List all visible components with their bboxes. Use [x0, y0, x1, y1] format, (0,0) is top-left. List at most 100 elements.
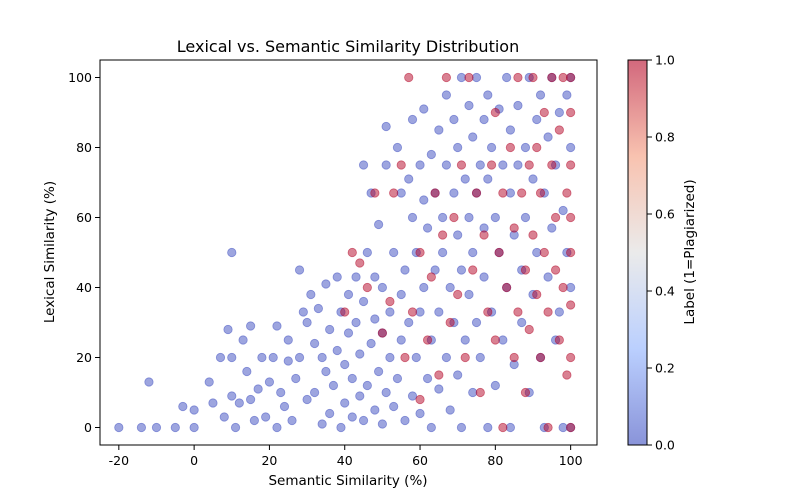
- scatter-point-original: [321, 279, 331, 289]
- scatter-point-original: [381, 121, 391, 132]
- scatter-point-original: [419, 104, 429, 114]
- scatter-point-original: [404, 174, 414, 184]
- scatter-point-original: [204, 377, 214, 387]
- scatter-point-original: [347, 373, 357, 384]
- scatter-point-plagiarized: [520, 387, 531, 398]
- scatter-point-original: [400, 415, 410, 426]
- scatter-point-plagiarized: [535, 352, 546, 363]
- scatter-point-original: [554, 107, 564, 118]
- scatter-point-original: [464, 100, 474, 111]
- x-axis-label: Semantic Similarity (%): [268, 473, 427, 489]
- scatter-point-original: [340, 359, 350, 370]
- scatter-point-plagiarized: [528, 72, 538, 83]
- scatter-point-original: [562, 90, 572, 100]
- scatter-point-original: [325, 324, 335, 335]
- scatter-point-original: [332, 272, 342, 282]
- scatter-point-plagiarized: [415, 394, 425, 405]
- scatter-point-original: [566, 142, 576, 153]
- scatter-point-original: [411, 352, 421, 363]
- scatter-point-plagiarized: [502, 282, 512, 293]
- scatter-point-plagiarized: [415, 247, 425, 258]
- scatter-point-plagiarized: [486, 160, 497, 170]
- scatter-point-original: [483, 422, 493, 433]
- scatter-point-original: [464, 212, 474, 223]
- colorbar-tick-label: 0.6: [655, 207, 675, 222]
- scatter-point-original: [170, 422, 180, 433]
- scatter-point-original: [479, 114, 489, 125]
- scatter-point-original: [505, 125, 516, 135]
- scatter-point-plagiarized: [566, 300, 576, 310]
- scatter-point-original: [325, 408, 335, 419]
- scatter-point-original: [219, 412, 229, 422]
- y-tick-label: 60: [76, 210, 92, 225]
- scatter-point-plagiarized: [566, 352, 576, 363]
- scatter-point-original: [279, 401, 290, 412]
- scatter-point-plagiarized: [524, 160, 534, 170]
- scatter-point-original: [343, 328, 354, 338]
- scatter-point-original: [483, 174, 493, 184]
- scatter-point-plagiarized: [404, 72, 414, 83]
- scatter-point-original: [313, 303, 323, 314]
- scatter-point-original: [475, 160, 485, 170]
- scatter-point-original: [520, 212, 531, 223]
- scatter-point-plagiarized: [479, 230, 489, 240]
- scatter-point-plagiarized: [422, 335, 433, 345]
- scatter-point-plagiarized: [550, 212, 561, 223]
- x-tick-label: 40: [337, 453, 353, 468]
- scatter-point-original: [302, 394, 312, 405]
- scatter-point-original: [471, 317, 482, 328]
- scatter-point-original: [453, 230, 463, 240]
- colorbar-tick-label: 0.8: [655, 130, 675, 145]
- scatter-point-original: [317, 419, 327, 429]
- y-tick-label: 40: [76, 280, 92, 295]
- scatter-point-original: [366, 338, 376, 349]
- scatter-point-original: [543, 272, 553, 282]
- scatter-point-original: [374, 366, 384, 377]
- scatter-point-plagiarized: [438, 230, 448, 240]
- scatter-point-plagiarized: [505, 142, 516, 153]
- scatter-point-original: [438, 212, 448, 223]
- scatter-point-plagiarized: [385, 296, 395, 307]
- scatter-point-original: [310, 387, 320, 398]
- scatter-point-original: [434, 384, 444, 394]
- scatter-point-original: [238, 335, 248, 345]
- scatter-point-original: [438, 247, 448, 258]
- y-axis-label: Lexical Similarity (%): [42, 181, 58, 323]
- scatter-point-plagiarized: [550, 265, 561, 275]
- scatter-point-original: [321, 366, 331, 377]
- scatter-point-plagiarized: [407, 307, 418, 317]
- scatter-point-original: [554, 307, 564, 317]
- scatter-point-original: [528, 174, 538, 184]
- scatter-point-original: [479, 272, 489, 282]
- scatter-point-plagiarized: [377, 328, 387, 338]
- scatter-point-plagiarized: [566, 212, 576, 223]
- scatter-point-original: [483, 90, 493, 100]
- scatter-point-original: [230, 422, 241, 433]
- scatter-point-original: [543, 132, 553, 142]
- scatter-point-plagiarized: [517, 188, 527, 198]
- scatter-point-plagiarized: [566, 422, 576, 433]
- scatter-point-original: [456, 422, 467, 433]
- scatter-point-original: [189, 405, 199, 415]
- scatter-point-plagiarized: [509, 352, 519, 363]
- x-tick-label: 0: [190, 453, 198, 468]
- scatter-point-original: [246, 321, 256, 331]
- scatter-point-original: [283, 335, 293, 345]
- scatter-point-original: [434, 307, 444, 317]
- scatter-point-original: [400, 265, 410, 275]
- scatter-point-original: [445, 405, 455, 415]
- scatter-point-original: [370, 314, 380, 324]
- scatter-point-plagiarized: [543, 307, 553, 317]
- y-tick-label: 20: [76, 350, 92, 365]
- scatter-point-plagiarized: [460, 352, 470, 363]
- scatter-point-original: [520, 142, 531, 153]
- scatter-point-original: [517, 317, 527, 328]
- scatter-point-plagiarized: [566, 107, 576, 118]
- scatter-point-original: [234, 398, 244, 408]
- x-tick-label: 20: [261, 453, 277, 468]
- scatter-point-original: [370, 405, 380, 415]
- scatter-point-plagiarized: [566, 160, 576, 170]
- scatter-point-original: [347, 412, 357, 422]
- scatter-point-plagiarized: [370, 188, 380, 198]
- scatter-point-plagiarized: [483, 307, 493, 317]
